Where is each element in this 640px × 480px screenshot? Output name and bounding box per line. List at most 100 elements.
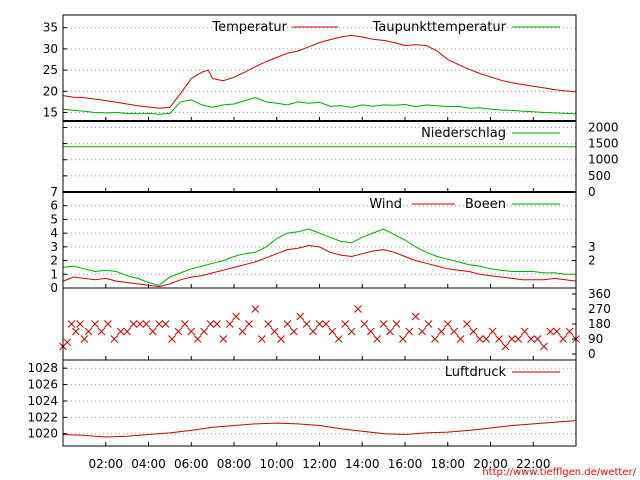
- temperature-ytick-label: 35: [43, 21, 58, 35]
- wind-direction-point: [71, 327, 80, 336]
- wind-direction-point: [334, 335, 343, 343]
- wind-direction-point: [424, 320, 433, 328]
- wind-direction-point: [63, 338, 72, 347]
- wind-direction-point: [129, 320, 138, 328]
- wind-direction-point: [180, 320, 189, 328]
- wind-direction-point: [347, 327, 356, 336]
- wind-direction-point: [527, 335, 535, 343]
- wind-direction-point: [200, 327, 208, 336]
- wind-direction-point: [168, 335, 176, 343]
- wind-direction-right-tick-label: 0: [588, 347, 596, 361]
- wind-ytick-label: 6: [50, 199, 58, 213]
- wind-direction-point: [123, 327, 131, 336]
- wind-direction-point: [386, 327, 394, 336]
- wind-direction-point: [264, 320, 273, 328]
- wind-direction-point: [116, 327, 125, 336]
- wind-direction-point: [341, 320, 350, 328]
- wind-direction-point: [392, 320, 401, 328]
- temperature-legend-label: Taupunkttemperatur: [372, 20, 507, 35]
- wind-direction-point: [104, 320, 112, 328]
- wind-direction-point: [411, 312, 420, 321]
- wind-ytick-label: 7: [50, 185, 58, 199]
- wind-direction-right-tick-label: 90: [588, 332, 603, 346]
- time-axis: 02:00 04:00 06:00 08:00 10:00 12:00 14:00 16:00…: [88, 457, 550, 471]
- wind-direction-point: [431, 335, 439, 343]
- pressure-panel: 1020 1022 1024 1026 1028 Luftdruck: [27, 359, 577, 447]
- wind-direction-point: [552, 327, 561, 336]
- precipitation-ytick-label: 0: [588, 185, 596, 199]
- temperature-ytick-label: 20: [43, 84, 58, 98]
- wind-direction-point: [84, 327, 93, 336]
- wind-right-tick-label: 3: [588, 240, 596, 254]
- wind-direction-point: [76, 320, 84, 328]
- wind-direction-point: [482, 335, 491, 343]
- wind-direction-point: [136, 320, 144, 328]
- wind-series-1-line: [62, 244, 577, 288]
- wind-direction-point: [296, 312, 305, 321]
- wind-direction-point: [456, 335, 465, 343]
- wind-direction-point: [328, 327, 337, 336]
- x-tick-label: 18:00: [430, 457, 465, 471]
- wind-legend-label: Boeen: [465, 197, 506, 212]
- wind-direction-point: [309, 327, 317, 336]
- wind-ytick-label: 1: [50, 267, 58, 281]
- wind-direction-point: [379, 320, 388, 328]
- x-tick-label: 20:00: [473, 457, 508, 471]
- wind-direction-point: [187, 327, 196, 336]
- pressure-ytick-label: 1026: [27, 378, 58, 392]
- pressure-legend-label: Luftdruck: [445, 365, 507, 380]
- x-tick-label: 12:00: [302, 457, 337, 471]
- wind-direction-point: [315, 320, 324, 328]
- wind-direction-point: [469, 327, 478, 336]
- wind-direction-point: [225, 320, 234, 328]
- wind-direction-point: [488, 327, 497, 336]
- temperature-ytick-label: 15: [43, 106, 58, 120]
- wind-direction-point: [213, 320, 221, 328]
- wind-direction-point: [283, 320, 292, 328]
- wind-direction-point: [437, 327, 446, 336]
- temperature-legend-label: Temperatur: [211, 20, 287, 35]
- pressure-ytick-label: 1020: [27, 427, 58, 441]
- pressure-ytick-label: 1022: [27, 410, 58, 424]
- x-tick-label: 06:00: [174, 457, 209, 471]
- x-tick-label: 04:00: [131, 457, 166, 471]
- wind-direction-point: [91, 320, 99, 328]
- wind-direction-point: [277, 335, 285, 343]
- wind-ytick-label: 3: [50, 240, 58, 254]
- pressure-series-1-line: [62, 420, 577, 438]
- wind-direction-point: [373, 335, 382, 343]
- wind-direction-point: [238, 327, 247, 336]
- precipitation-panel: 0 500 1000 1500 2000 Niederschlag: [62, 120, 619, 199]
- footer-credit: http://www.tiefflgen.de/wetter/: [482, 467, 636, 478]
- temperature-panel: 15 20 25 30 35 Temperatur Taupunkttemperatur: [43, 14, 577, 122]
- x-tick-label: 08:00: [217, 457, 252, 471]
- wind-direction-point: [418, 327, 426, 336]
- wind-direction-point: [360, 320, 369, 328]
- pressure-frame: [62, 359, 577, 447]
- wind-direction-point: [514, 335, 523, 343]
- wind-direction-point: [161, 320, 170, 328]
- precipitation-ytick-label: 1500: [588, 137, 619, 151]
- wind-direction-point: [540, 342, 548, 351]
- wind-direction-point: [520, 327, 529, 336]
- precipitation-ytick-label: 1000: [588, 153, 619, 167]
- x-tick-label: 02:00: [88, 457, 123, 471]
- wind-direction-point: [366, 327, 375, 336]
- wind-direction-point: [450, 327, 459, 336]
- wind-direction-point: [443, 320, 452, 328]
- wind-right-tick-label: 2: [588, 254, 596, 268]
- wind-direction-point: [251, 305, 260, 313]
- wind-ytick-label: 4: [50, 226, 58, 240]
- x-tick-label: 16:00: [388, 457, 423, 471]
- wind-ytick-label: 2: [50, 254, 58, 268]
- wind-direction-right-tick-label: 270: [588, 302, 611, 316]
- wind-direction-point: [80, 335, 89, 343]
- wind-direction-point: [206, 320, 215, 328]
- wind-direction-point: [110, 335, 119, 343]
- wind-direction-point: [302, 320, 311, 328]
- wind-direction-point: [245, 320, 253, 328]
- wind-direction-point: [219, 335, 228, 343]
